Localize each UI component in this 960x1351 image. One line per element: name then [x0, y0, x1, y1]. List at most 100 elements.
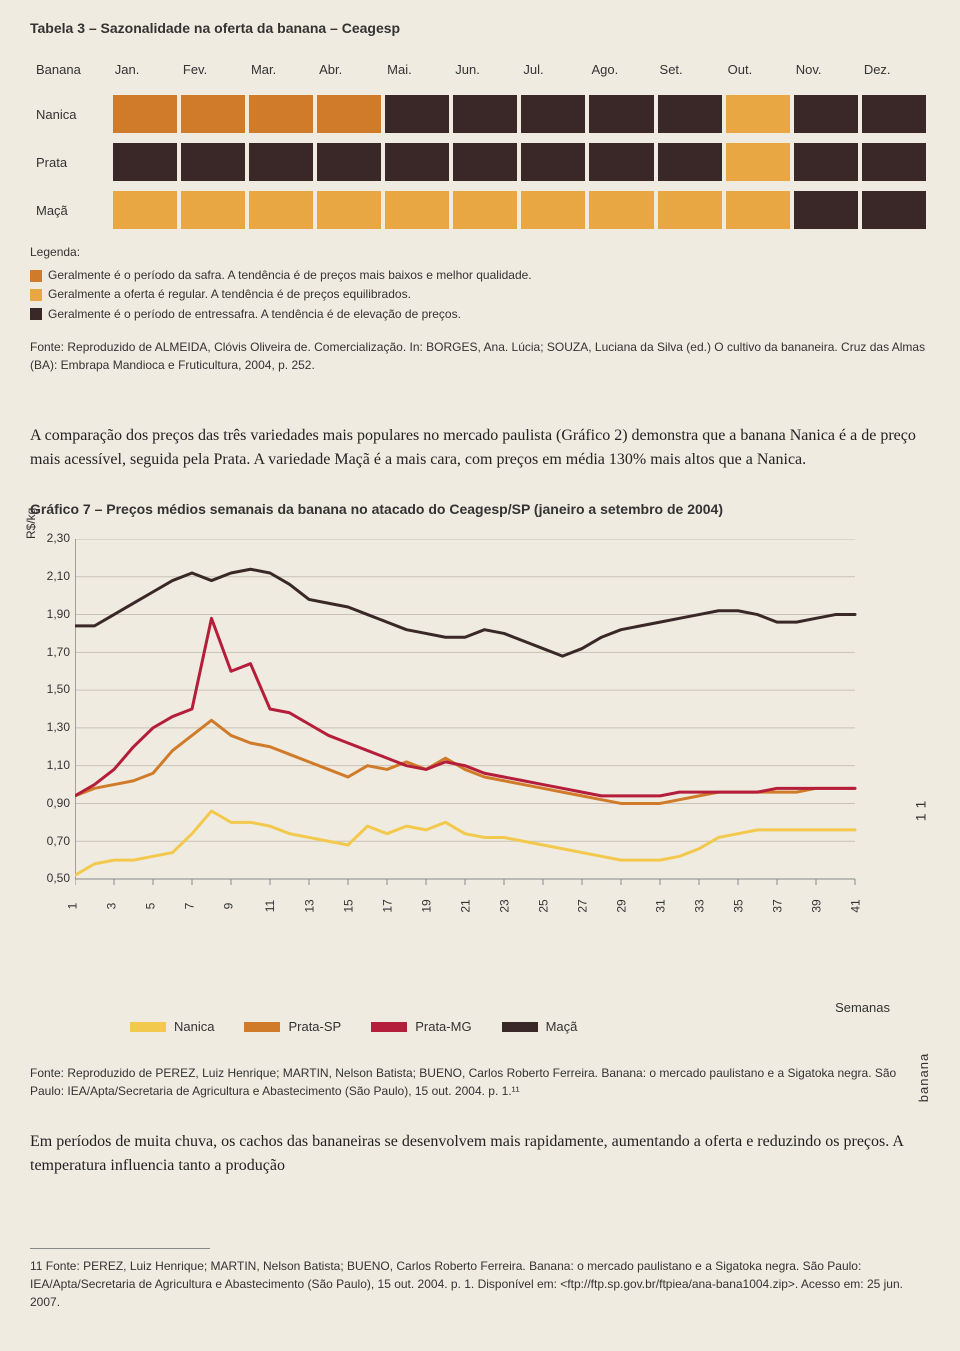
seasonality-cell: [521, 95, 585, 133]
seasonality-cell: [317, 95, 381, 133]
legend-swatch: [30, 289, 42, 301]
chart-xtick: 11: [263, 900, 277, 912]
month-header: Nov.: [794, 54, 858, 85]
month-header: Mar.: [249, 54, 313, 85]
seasonality-cell: [113, 95, 177, 133]
month-header: Ago.: [589, 54, 653, 85]
seasonality-cell: [794, 143, 858, 181]
table-row-label: Prata: [34, 143, 109, 181]
legend-swatch: [30, 308, 42, 320]
seasonality-cell: [385, 143, 449, 181]
chart-legend-item: Nanica: [130, 1019, 214, 1034]
chart-xtick: 27: [576, 900, 590, 913]
seasonality-cell: [385, 95, 449, 133]
seasonality-cell: [658, 191, 722, 229]
chart-ytick: 1,30: [30, 720, 70, 734]
chart-xtick: 41: [849, 900, 863, 913]
seasonality-cell: [589, 95, 653, 133]
chart-xtick: 29: [615, 900, 629, 913]
seasonality-cell: [317, 143, 381, 181]
seasonality-cell: [862, 95, 926, 133]
chart-line-nanica: [75, 811, 855, 875]
seasonality-cell: [521, 143, 585, 181]
legend-item: Geralmente é o período de entressafra. A…: [30, 305, 930, 324]
seasonality-cell: [453, 95, 517, 133]
legend-title: Legenda:: [30, 243, 930, 262]
month-header: Jun.: [453, 54, 517, 85]
legend-swatch: [30, 270, 42, 282]
legend-text: Geralmente é o período de entressafra. A…: [48, 305, 461, 324]
chart-source: Fonte: Reproduzido de PEREZ, Luiz Henriq…: [30, 1064, 930, 1100]
chart-ytick: 1,50: [30, 682, 70, 696]
chart-legend-item: Maçã: [502, 1019, 578, 1034]
seasonality-table: BananaJan.Fev.Mar.Abr.Mai.Jun.Jul.Ago.Se…: [30, 54, 930, 229]
month-header: Abr.: [317, 54, 381, 85]
chart-title: Gráfico 7 – Preços médios semanais da ba…: [30, 500, 930, 520]
chart-legend-swatch: [371, 1022, 407, 1032]
chart-legend-label: Nanica: [174, 1019, 214, 1034]
chart-ytick: 2,30: [30, 531, 70, 545]
chart-xlabel: Semanas: [835, 1000, 890, 1015]
chart-legend-item: Prata-MG: [371, 1019, 471, 1034]
seasonality-cell: [658, 143, 722, 181]
seasonality-cell: [181, 191, 245, 229]
seasonality-cell: [181, 95, 245, 133]
footnote: 11 Fonte: PEREZ, Luiz Henrique; MARTIN, …: [30, 1257, 930, 1311]
month-header: Mai.: [385, 54, 449, 85]
month-header: Out.: [726, 54, 790, 85]
seasonality-cell: [453, 143, 517, 181]
chart-ytick: 1,70: [30, 645, 70, 659]
seasonality-cell: [658, 95, 722, 133]
chart-xtick: 37: [771, 900, 785, 913]
chart-xtick: 25: [537, 900, 551, 913]
legend-item: Geralmente a oferta é regular. A tendênc…: [30, 285, 930, 304]
month-header: Set.: [658, 54, 722, 85]
side-label: banana: [916, 1053, 931, 1102]
chart-xtick: 39: [810, 900, 824, 913]
chart-line-maçã: [75, 570, 855, 657]
chart-xtick: 19: [420, 900, 434, 913]
chart-legend-label: Prata-SP: [288, 1019, 341, 1034]
seasonality-cell: [181, 143, 245, 181]
table-row-label: Nanica: [34, 95, 109, 133]
table-legend: Legenda: Geralmente é o período da safra…: [30, 243, 930, 324]
chart-xtick: 5: [143, 903, 157, 910]
chart-legend-label: Prata-MG: [415, 1019, 471, 1034]
chart-ytick: 1,10: [30, 758, 70, 772]
chart-xtick: 33: [693, 900, 707, 913]
seasonality-cell: [726, 95, 790, 133]
seasonality-cell: [589, 143, 653, 181]
seasonality-cell: [726, 143, 790, 181]
table-corner: Banana: [34, 54, 109, 85]
table-source: Fonte: Reproduzido de ALMEIDA, Clóvis Ol…: [30, 338, 930, 374]
seasonality-cell: [385, 191, 449, 229]
chart-xtick: 23: [498, 900, 512, 913]
table-row-label: Maçã: [34, 191, 109, 229]
month-header: Dez.: [862, 54, 926, 85]
chart-xtick: 31: [654, 900, 668, 913]
legend-item: Geralmente é o período da safra. A tendê…: [30, 266, 930, 285]
chart-xtick: 9: [221, 903, 235, 910]
chart-xtick: 15: [342, 900, 356, 913]
page-number: 11: [913, 795, 929, 822]
seasonality-cell: [453, 191, 517, 229]
chart-legend: Nanica Prata-SP Prata-MG Maçã: [130, 1019, 930, 1034]
month-header: Jul.: [521, 54, 585, 85]
chart-xtick: 17: [381, 900, 395, 913]
chart-ytick: 1,90: [30, 607, 70, 621]
seasonality-cell: [862, 143, 926, 181]
chart-xtick: 7: [182, 903, 196, 910]
seasonality-cell: [521, 191, 585, 229]
chart-xtick: 3: [104, 903, 118, 910]
chart-legend-swatch: [502, 1022, 538, 1032]
month-header: Fev.: [181, 54, 245, 85]
seasonality-cell: [589, 191, 653, 229]
seasonality-cell: [862, 191, 926, 229]
seasonality-cell: [317, 191, 381, 229]
chart-xtick: 13: [303, 900, 317, 913]
price-chart: R$/kg 2,302,101,901,701,501,301,100,900,…: [30, 539, 910, 969]
paragraph-1: A comparação dos preços das três varieda…: [30, 424, 930, 472]
chart-legend-swatch: [244, 1022, 280, 1032]
paragraph-2: Em períodos de muita chuva, os cachos da…: [30, 1130, 930, 1178]
seasonality-cell: [794, 191, 858, 229]
